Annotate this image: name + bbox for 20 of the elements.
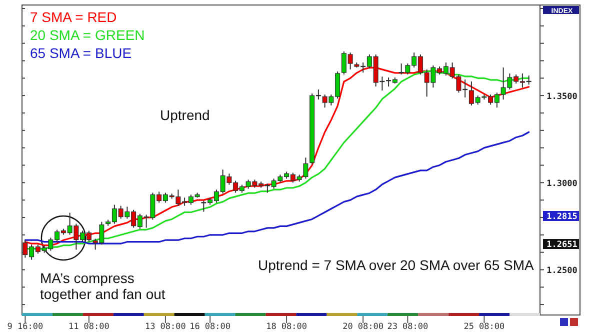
x-tick-label: 9 16:00 [7,322,44,332]
x-tick-label: 23 08:00 [387,322,428,332]
y-tick-label: 1.3500 [546,92,578,102]
text: 20 SMA = GREEN [30,27,145,43]
annotation: MA’s compress together and fan out [40,270,166,302]
x-tick-label: 16 08:00 [190,322,231,332]
text: 1.2815 [546,212,578,222]
y-tick-label: 1.2500 [546,266,578,276]
line-series [24,131,530,244]
x-tick-label: 11 08:00 [68,322,110,332]
x-tick-label: 13 08:00 [144,322,186,332]
x-tick-label: 20 08:00 [342,322,384,332]
text: 65 SMA = BLUE [30,45,132,61]
text: 1.2651 [546,240,578,250]
x-tick-label: 25 08:00 [464,322,505,332]
annotation: Uptrend [160,107,210,123]
y-tick-label: 1.3000 [546,179,578,190]
x-tick-label: 18 08:00 [266,322,308,332]
text: 7 SMA = RED [30,9,117,25]
annotation: Uptrend = 7 SMA over 20 SMA over 65 SMA [258,257,535,273]
